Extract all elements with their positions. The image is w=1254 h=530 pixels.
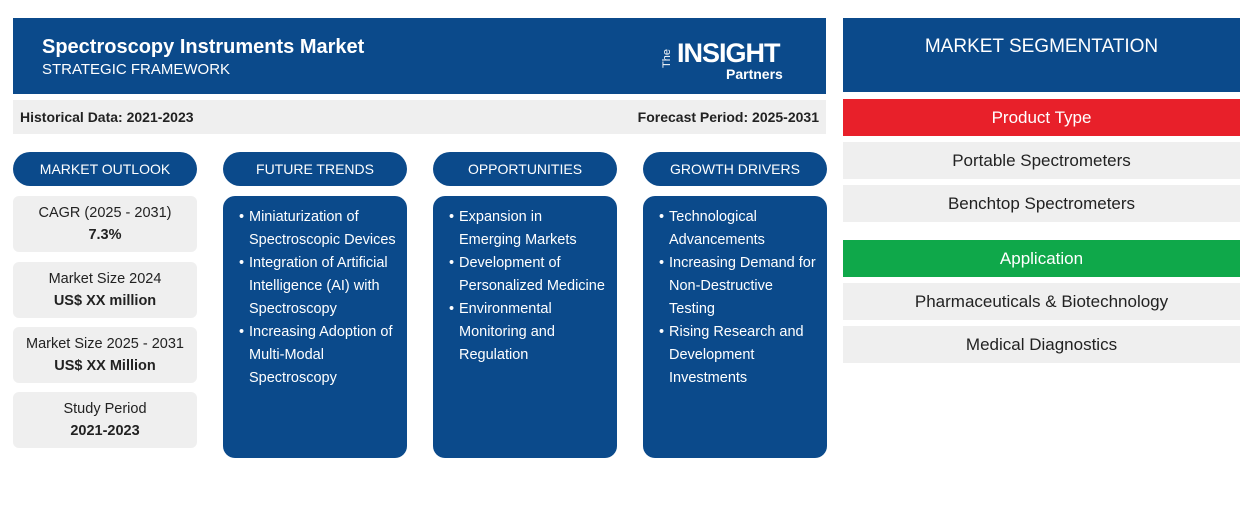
segment-item: Pharmaceuticals & Biotechnology <box>843 283 1240 320</box>
list-item: Integration of Artificial Intelligence (… <box>239 252 397 321</box>
header: Spectroscopy Instruments Market STRATEGIC… <box>13 18 826 94</box>
forecast-period: Forecast Period: 2025-2031 <box>637 109 819 125</box>
list-card: Miniaturization of Spectroscopic Devices… <box>223 196 407 458</box>
period-bar: Historical Data: 2021-2023 Forecast Perio… <box>13 100 826 134</box>
logo-top: The <box>661 49 673 68</box>
column-heading: FUTURE TRENDS <box>223 152 407 186</box>
list-item: Technological Advancements <box>659 206 817 252</box>
list-item: Expansion in Emerging Markets <box>449 206 607 252</box>
list-item: Miniaturization of Spectroscopic Devices <box>239 206 397 252</box>
historical-period: Historical Data: 2021-2023 <box>20 109 194 125</box>
list-card: Expansion in Emerging MarketsDevelopment… <box>433 196 617 458</box>
list-item: Environmental Monitoring and Regulation <box>449 298 607 367</box>
list-item: Increasing Demand for Non-Destructive Te… <box>659 252 817 321</box>
metric-card: Study Period 2021-2023 <box>13 392 197 448</box>
metric-value: US$ XX million <box>53 293 157 309</box>
segment-item: Benchtop Spectrometers <box>843 185 1240 222</box>
segment-item: Medical Diagnostics <box>843 326 1240 363</box>
logo-main: INSIGHT <box>677 38 781 68</box>
title: Spectroscopy Instruments Market <box>42 36 365 58</box>
subtitle: STRATEGIC FRAMEWORK <box>42 61 231 78</box>
column-heading: OPPORTUNITIES <box>433 152 617 186</box>
metric-value: 7.3% <box>88 227 122 243</box>
segment-group: Application <box>843 240 1240 277</box>
metric-label: CAGR (2025 - 2031) <box>38 205 172 221</box>
metric-value: 2021-2023 <box>70 423 140 439</box>
metric-card: Market Size 2024 US$ XX million <box>13 262 197 318</box>
segment-item: Portable Spectrometers <box>843 142 1240 179</box>
metric-label: Market Size 2024 <box>48 271 162 287</box>
metric-card: CAGR (2025 - 2031) 7.3% <box>13 196 197 252</box>
column-heading: GROWTH DRIVERS <box>643 152 827 186</box>
logo-bottom: Partners <box>726 66 783 82</box>
segment-group: Product Type <box>843 99 1240 136</box>
metric-label: Market Size 2025 - 2031 <box>26 336 184 352</box>
metric-card: Market Size 2025 - 2031 US$ XX Million <box>13 327 197 383</box>
list-item: Development of Personalized Medicine <box>449 252 607 298</box>
list-item: Rising Research and Development Investme… <box>659 321 817 390</box>
metric-value: US$ XX Million <box>54 358 156 374</box>
segmentation-title: MARKET SEGMENTATION <box>843 18 1240 92</box>
list-item: Increasing Adoption of Multi-Modal Spect… <box>239 321 397 390</box>
metric-label: Study Period <box>63 401 147 417</box>
list-card: Technological AdvancementsIncreasing Dem… <box>643 196 827 458</box>
column-heading: MARKET OUTLOOK <box>13 152 197 186</box>
